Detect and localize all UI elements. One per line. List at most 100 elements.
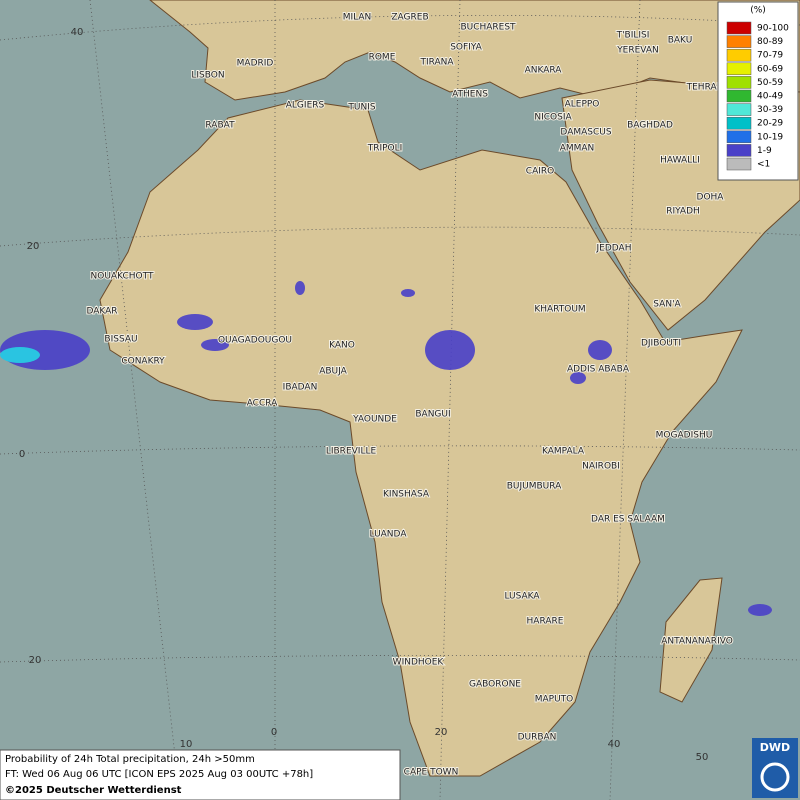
legend-label: 10-19 [757,132,783,142]
meridian [439,0,461,800]
legend-label: 60-69 [757,64,783,74]
legend-swatch [726,62,752,76]
city-label: DJIBOUTI [641,339,681,349]
precip-area [295,281,305,295]
precip-area [401,289,415,297]
city-label: ADDIS ABABA [567,365,630,375]
precip-area [201,339,229,351]
precip-area [748,604,772,616]
city-label: T'BILISI [616,31,650,41]
logo-box [752,738,798,798]
city-label: ALGIERS [286,101,325,111]
parallel [0,226,800,247]
city-label: BANGUI [415,410,450,420]
legend-label: 1-9 [757,146,772,156]
legend-swatch [726,116,752,130]
legend-title: (%) [750,6,766,16]
grid-label: 20 [29,655,42,666]
madagascar [659,577,723,703]
city-label: ATHENS [452,90,488,100]
grid-label: 0 [271,727,277,738]
city-label: KINSHASA [383,490,430,500]
city-label: ANTANANARIVO [661,637,733,647]
city-label: TUNIS [347,103,375,113]
legend-label: 20-29 [757,119,783,129]
city-label: CONAKRY [121,357,165,367]
legend-swatch [726,144,752,157]
meridian [609,0,641,800]
grid-label: 0 [19,449,25,460]
footer: Probability of 24h Total precipitation, … [0,749,401,800]
legend-label: 50-59 [757,78,783,88]
city-label: JEDDAH [596,244,632,254]
legend-label: 80-89 [757,37,783,47]
legend-swatch [726,21,752,35]
city-label: BUJUMBURA [507,482,562,492]
city-label: LIBREVILLE [326,447,377,457]
grid-label: 20 [435,727,448,738]
land [99,0,800,777]
city-label: OUAGADOUGOU [218,336,292,346]
parallel [0,14,800,41]
city-label: SOFIYA [450,43,482,53]
legend-label: 70-79 [757,51,783,61]
city-label: LUANDA [370,530,408,540]
city-label: MILAN [343,13,372,23]
precipitation [0,281,772,616]
city-label: LISBON [191,71,224,81]
africa [99,99,743,777]
city-label: IBADAN [283,383,318,393]
legend-label: <1 [757,160,770,170]
city-label: LUSAKA [504,592,540,602]
city-label: BAGHDAD [627,121,673,131]
city-label: NICOSIA [534,113,572,123]
city-label: NOUAKCHOTT [91,272,154,282]
city-label: HAWALLI [660,156,700,166]
copyright: ©2025 Deutscher Wetterdienst [5,785,182,796]
city-label: DAMASCUS [560,128,611,138]
legend-label: 40-49 [757,92,783,102]
city-label: YEREVAN [616,46,659,56]
city-label: HARARE [527,617,564,627]
city-label: AMMAN [560,144,595,154]
precip-area [425,330,475,370]
city-label: TIRANA [419,58,454,68]
city-label: KHARTOUM [534,305,585,315]
city-label: RABAT [205,121,235,131]
footer-box [0,749,401,800]
city-labels: MILAN ZAGREB BUCHAREST T'BILISI BAKU MADRID RO… [85,12,733,779]
city-label: MAPUTO [535,695,574,705]
city-label: YAOUNDE [352,415,397,425]
city-label: GABORONE [469,680,521,690]
legend-swatch [726,103,752,116]
legend-swatch [726,157,752,171]
city-label: DAKAR [86,307,117,317]
precip-area [177,314,213,330]
legend-label: 90-100 [757,24,789,34]
city-label: TRIPOLI [367,144,403,154]
city-label: ALEPPO [565,100,600,110]
city-label: ACCRA [247,399,278,409]
city-label: ANKARA [525,66,563,76]
city-label: DOHA [697,193,725,203]
city-label: ABUJA [319,367,347,377]
grid-label: 20 [27,241,40,252]
legend-swatch [726,89,752,103]
legend-swatch [726,130,752,144]
city-label: SAN'A [653,300,681,310]
city-label: BUCHAREST [460,23,516,33]
city-label: ZAGREB [391,13,428,23]
parallel [0,655,800,663]
precip-area [0,347,40,363]
grid-labels: 40 20 0 20 10 0 20 40 50 [19,27,709,763]
legend: (%) 90-100 80-89 70-79 60-69 50-59 40-49 30-39 2… [717,1,799,181]
city-label: MADRID [237,59,274,69]
city-label: RIYADH [666,207,700,217]
city-label: DURBAN [518,733,557,743]
grid-label: 10 [180,739,193,750]
city-label: WINDHOEK [393,658,445,668]
city-label: KAMPALA [542,447,585,457]
legend-label: 30-39 [757,105,783,115]
